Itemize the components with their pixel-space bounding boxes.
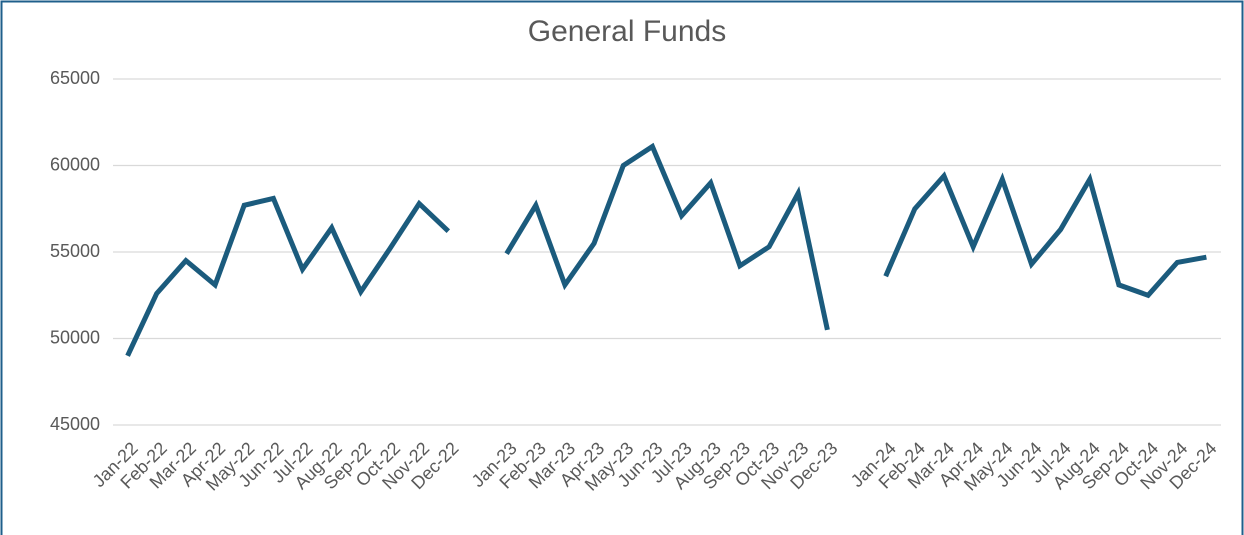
y-tick-label: 45000 bbox=[50, 414, 100, 434]
y-tick-label: 65000 bbox=[50, 68, 100, 88]
chart-title: General Funds bbox=[528, 15, 726, 48]
y-tick-label: 60000 bbox=[50, 154, 100, 174]
y-tick-label: 50000 bbox=[50, 327, 100, 347]
data-line bbox=[125, 142, 1207, 357]
y-tick-label: 55000 bbox=[50, 241, 100, 261]
